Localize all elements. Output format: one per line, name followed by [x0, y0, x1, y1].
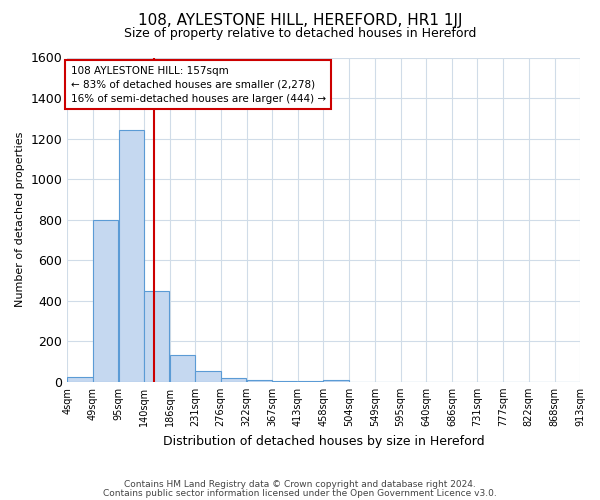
- Bar: [247, 380, 272, 382]
- Bar: [144, 290, 169, 382]
- Bar: [67, 376, 92, 382]
- Text: Contains HM Land Registry data © Crown copyright and database right 2024.: Contains HM Land Registry data © Crown c…: [124, 480, 476, 489]
- Text: 108 AYLESTONE HILL: 157sqm
← 83% of detached houses are smaller (2,278)
16% of s: 108 AYLESTONE HILL: 157sqm ← 83% of deta…: [71, 66, 326, 104]
- Y-axis label: Number of detached properties: Number of detached properties: [15, 132, 25, 308]
- Bar: [196, 370, 221, 382]
- Bar: [92, 220, 118, 382]
- Bar: [170, 356, 196, 382]
- Text: Contains public sector information licensed under the Open Government Licence v3: Contains public sector information licen…: [103, 488, 497, 498]
- Bar: [272, 381, 298, 382]
- X-axis label: Distribution of detached houses by size in Hereford: Distribution of detached houses by size …: [163, 434, 484, 448]
- Bar: [298, 381, 323, 382]
- Bar: [221, 378, 246, 382]
- Text: 108, AYLESTONE HILL, HEREFORD, HR1 1JJ: 108, AYLESTONE HILL, HEREFORD, HR1 1JJ: [138, 12, 462, 28]
- Bar: [119, 130, 144, 382]
- Bar: [323, 380, 349, 382]
- Text: Size of property relative to detached houses in Hereford: Size of property relative to detached ho…: [124, 28, 476, 40]
